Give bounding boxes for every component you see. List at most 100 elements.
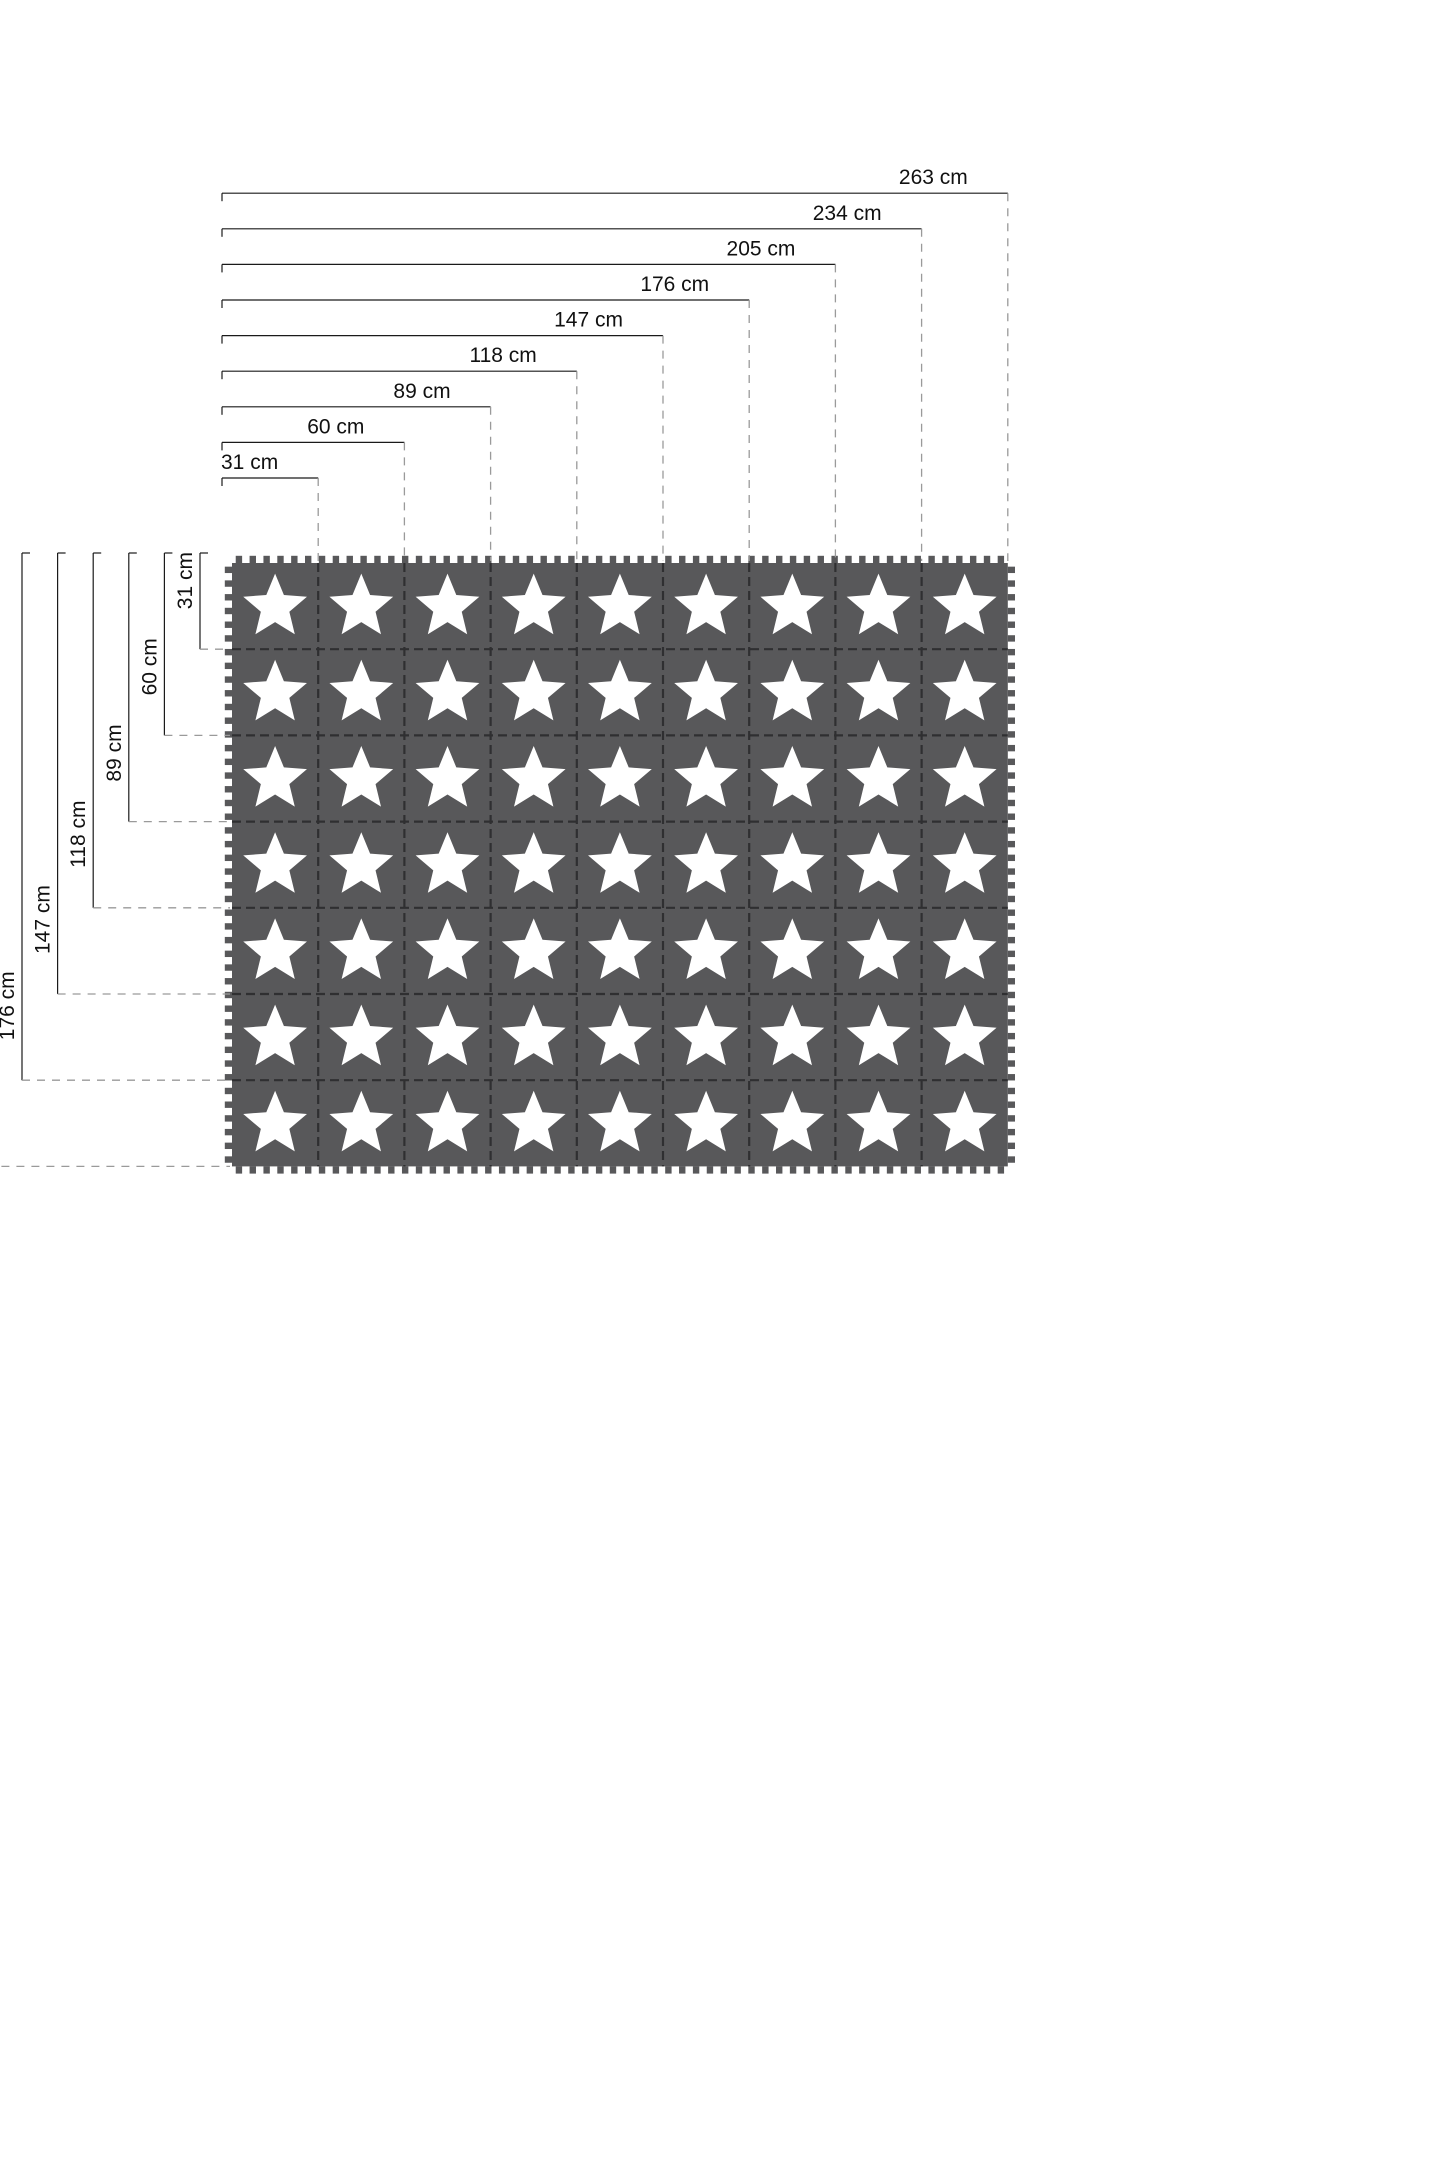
edge-tooth [540, 555, 547, 563]
edge-tooth [388, 555, 395, 563]
edge-tooth [1007, 731, 1015, 738]
edge-tooth [1007, 621, 1015, 628]
edge-tooth [224, 1115, 232, 1122]
star-icon [760, 746, 825, 807]
star-icon [415, 573, 480, 635]
edge-tooth [803, 555, 811, 563]
edge-tooth [582, 555, 589, 563]
edge-tooth [983, 555, 991, 563]
edge-tooth [1007, 1060, 1015, 1067]
star-icon [846, 1090, 911, 1152]
star-icon [501, 918, 566, 979]
star-icon [415, 918, 480, 979]
edge-tooth [485, 1166, 492, 1174]
edge-tooth [1007, 758, 1015, 766]
edge-tooth [224, 1128, 232, 1136]
edge-tooth [1007, 703, 1015, 711]
edge-tooth [886, 555, 894, 563]
edge-tooth [1007, 566, 1015, 574]
edge-tooth [651, 555, 658, 563]
star-icon [243, 1004, 307, 1066]
star-icon [932, 832, 997, 893]
edge-tooth [1007, 1019, 1015, 1026]
edge-tooth [748, 555, 755, 563]
star-icon [415, 1090, 480, 1152]
edge-tooth [263, 555, 270, 563]
star-icon [415, 659, 480, 721]
edge-tooth [928, 555, 935, 563]
edge-tooth [485, 555, 492, 563]
edge-tooth [249, 1166, 256, 1174]
star-icon [760, 659, 825, 721]
star-icon [329, 918, 394, 979]
left-dimension-label: 176 cm [0, 971, 19, 1040]
edge-tooth [1007, 1142, 1015, 1150]
top-dimension-label: 60 cm [307, 415, 364, 438]
edge-tooth [554, 555, 561, 563]
star-icon [588, 832, 652, 893]
left-dimension-label: 31 cm [174, 552, 197, 609]
star-icon [932, 659, 997, 721]
edge-tooth [224, 1032, 232, 1040]
star-icon [243, 659, 307, 721]
edge-tooth [471, 555, 478, 563]
edge-tooth [1007, 964, 1015, 971]
left-dimension-label: 60 cm [138, 638, 161, 695]
star-icon [932, 918, 997, 979]
top-dimension-label: 234 cm [813, 202, 882, 225]
edge-tooth [277, 555, 284, 563]
star-icon [674, 1004, 738, 1066]
edge-tooth [224, 676, 232, 683]
edge-tooth [318, 1166, 326, 1174]
edge-tooth [1007, 1101, 1015, 1108]
edge-tooth [512, 1166, 520, 1174]
edge-tooth [969, 555, 977, 563]
star-icon [674, 746, 738, 807]
edge-tooth [762, 1166, 769, 1174]
edge-tooth [1007, 1115, 1015, 1122]
edge-tooth [374, 1166, 381, 1174]
edge-tooth [956, 1166, 963, 1174]
star-icon [674, 832, 738, 893]
star-icon [501, 1004, 566, 1066]
star-icon [329, 746, 394, 807]
star-icon [243, 573, 307, 635]
left-dimension-label: 118 cm [67, 800, 90, 867]
edge-tooth [1007, 717, 1015, 724]
edge-tooth [224, 621, 232, 628]
edge-tooth [224, 1019, 232, 1026]
edge-tooth [291, 1166, 298, 1174]
edge-tooth [706, 555, 714, 563]
edge-tooth [224, 1046, 232, 1054]
star-icon [760, 1090, 825, 1152]
edge-tooth [224, 731, 232, 738]
edge-tooth [224, 744, 232, 752]
edge-tooth [512, 555, 520, 563]
edge-tooth [983, 1166, 991, 1174]
edge-tooth [582, 1166, 589, 1174]
tile-seams [232, 563, 1008, 1167]
edge-tooth [526, 555, 534, 563]
edge-tooth [224, 772, 232, 779]
star-icon [846, 918, 911, 979]
edge-tooth [1007, 1128, 1015, 1136]
edge-tooth [1007, 786, 1015, 793]
edge-tooth [1007, 840, 1015, 848]
edge-tooth [304, 555, 312, 563]
edge-tooth [401, 1166, 409, 1174]
edge-tooth [1007, 950, 1015, 958]
edge-tooth [224, 1142, 232, 1150]
edge-tooth [1007, 594, 1015, 601]
edge-tooth [1007, 690, 1015, 697]
edge-tooth [831, 1166, 838, 1174]
edge-tooth [304, 1166, 312, 1174]
star-icon [329, 832, 394, 893]
top-dimension-label: 205 cm [727, 237, 796, 260]
edge-tooth [928, 1166, 935, 1174]
edge-tooth [1007, 607, 1015, 615]
edge-tooth [1007, 1046, 1015, 1054]
edge-tooth [415, 1166, 423, 1174]
edge-tooth [734, 555, 741, 563]
edge-tooth [224, 1005, 232, 1012]
edge-tooth [224, 882, 232, 889]
